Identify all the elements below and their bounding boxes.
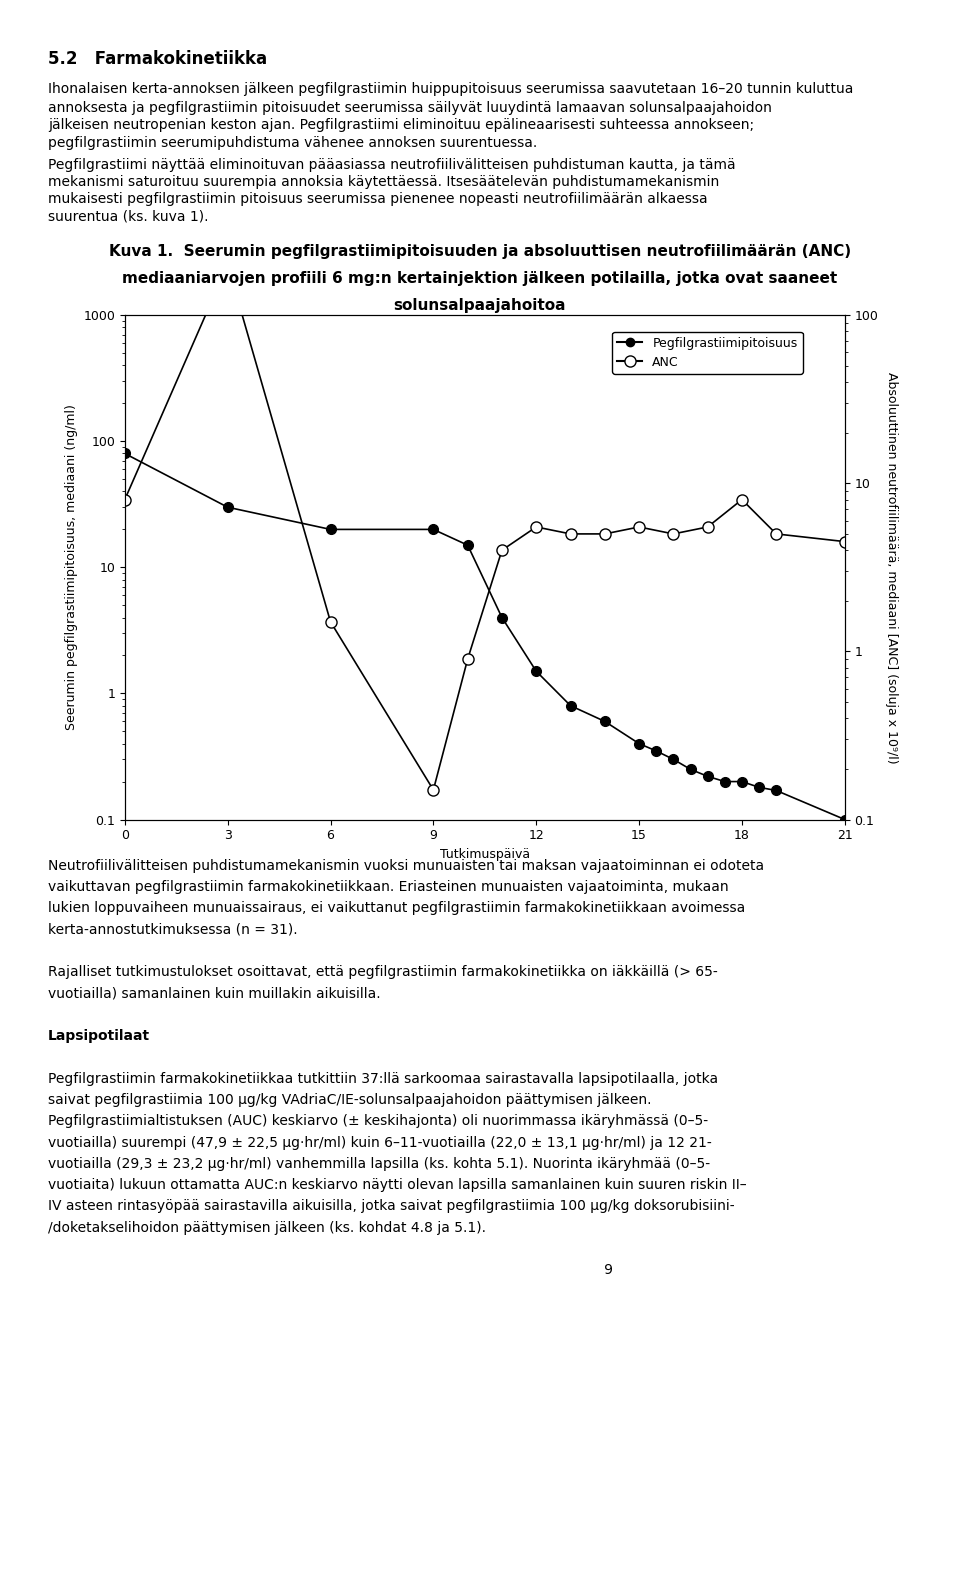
Pegfilgrastiimipitoisuus (531, 662, 542, 681)
Text: Ihonalaisen kerta-annoksen jälkeen pegfilgrastiimin huippupitoisuus seerumissa s: Ihonalaisen kerta-annoksen jälkeen pegfi… (48, 82, 853, 96)
Line: Pegfilgrastiimipitoisuus: Pegfilgrastiimipitoisuus (120, 449, 850, 824)
Text: vuotiailla (29,3 ± 23,2 μg·hr/ml) vanhemmilla lapsilla (ks. kohta 5.1). Nuorinta: vuotiailla (29,3 ± 23,2 μg·hr/ml) vanhem… (48, 1157, 710, 1171)
Pegfilgrastiimipitoisuus (702, 768, 713, 786)
Text: mukaisesti pegfilgrastiimin pitoisuus seerumissa pienenee nopeasti neutrofiilimä: mukaisesti pegfilgrastiimin pitoisuus se… (48, 192, 708, 206)
ANC (427, 780, 439, 799)
Pegfilgrastiimipitoisuus (684, 760, 696, 779)
Pegfilgrastiimipitoisuus (754, 779, 765, 797)
Pegfilgrastiimipitoisuus (462, 536, 473, 555)
Text: jälkeisen neutropenian keston ajan. Pegfilgrastiimi eliminoituu epälineaarisesti: jälkeisen neutropenian keston ajan. Pegf… (48, 118, 755, 132)
Pegfilgrastiimipitoisuus (736, 772, 748, 791)
Text: 5.2   Farmakokinetiikka: 5.2 Farmakokinetiikka (48, 50, 267, 68)
Pegfilgrastiimipitoisuus (324, 520, 336, 539)
Text: Pegfilgrastiimialtistuksen (AUC) keskiarvo (± keskihajonta) oli nuorimmassa ikär: Pegfilgrastiimialtistuksen (AUC) keskiar… (48, 1114, 708, 1128)
ANC (634, 517, 645, 536)
ANC (119, 490, 131, 509)
Pegfilgrastiimipitoisuus (496, 608, 508, 627)
Text: vuotiailla) samanlainen kuin muillakin aikuisilla.: vuotiailla) samanlainen kuin muillakin a… (48, 987, 380, 1001)
Pegfilgrastiimipitoisuus (222, 498, 233, 517)
ANC (839, 533, 851, 552)
ANC (599, 525, 611, 544)
Text: annoksesta ja pegfilgrastiimin pitoisuudet seerumissa säilyvät luuydintä lamaava: annoksesta ja pegfilgrastiimin pitoisuud… (48, 101, 772, 115)
ANC (462, 649, 473, 668)
Line: ANC: ANC (119, 258, 851, 796)
Text: Kuva 1.  Seerumin pegfilgrastiimipitoisuuden ja absoluuttisen neutrofiilimäärän : Kuva 1. Seerumin pegfilgrastiimipitoisuu… (108, 244, 852, 260)
Text: solunsalpaajahoitoa: solunsalpaajahoitoa (394, 298, 566, 314)
ANC (222, 255, 233, 274)
Text: lukien loppuvaiheen munuaissairaus, ei vaikuttanut pegfilgrastiimin farmakokinet: lukien loppuvaiheen munuaissairaus, ei v… (48, 901, 745, 916)
ANC (667, 525, 679, 544)
Text: /doketakselihoidon päättymisen jälkeen (ks. kohdat 4.8 ja 5.1).: /doketakselihoidon päättymisen jälkeen (… (48, 1220, 486, 1234)
X-axis label: Tutkimuspäivä: Tutkimuspäivä (440, 848, 530, 860)
Text: mediaaniarvojen profiili 6 mg:n kertainjektion jälkeen potilailla, jotka ovat sa: mediaaniarvojen profiili 6 mg:n kertainj… (122, 271, 838, 287)
Pegfilgrastiimipitoisuus (427, 520, 439, 539)
Text: IV asteen rintasyöpää sairastavilla aikuisilla, jotka saivat pegfilgrastiimia 10: IV asteen rintasyöpää sairastavilla aiku… (48, 1199, 734, 1214)
Text: saivat pegfilgrastiimia 100 μg/kg VAdriaC/IE-solunsalpaajahoidon päättymisen jäl: saivat pegfilgrastiimia 100 μg/kg VAdria… (48, 1094, 652, 1106)
Pegfilgrastiimipitoisuus (564, 697, 576, 716)
ANC (771, 525, 782, 544)
Legend: Pegfilgrastiimipitoisuus, ANC: Pegfilgrastiimipitoisuus, ANC (612, 331, 803, 374)
Y-axis label: Seerumin pegfilgrastiimipitoisuus, mediaani (ng/ml): Seerumin pegfilgrastiimipitoisuus, media… (64, 405, 78, 730)
Text: Lapsipotilaat: Lapsipotilaat (48, 1029, 150, 1043)
ANC (324, 613, 336, 632)
Pegfilgrastiimipitoisuus (599, 712, 611, 731)
Text: Pegfilgrastiimin farmakokinetiikkaa tutkittiin 37:llä sarkoomaa sairastavalla la: Pegfilgrastiimin farmakokinetiikkaa tutk… (48, 1072, 718, 1086)
Pegfilgrastiimipitoisuus (771, 782, 782, 801)
Text: suurentua (ks. kuva 1).: suurentua (ks. kuva 1). (48, 210, 208, 224)
Text: Neutrofiilivälitteisen puhdistumamekanismin vuoksi munuaisten tai maksan vajaato: Neutrofiilivälitteisen puhdistumamekanis… (48, 859, 764, 873)
Text: mekanismi saturoituu suurempia annoksia käytettäessä. Itsesäätelevän puhdistumam: mekanismi saturoituu suurempia annoksia … (48, 175, 719, 189)
Text: vuotiaita) lukuun ottamatta AUC:n keskiarvo näytti olevan lapsilla samanlainen k: vuotiaita) lukuun ottamatta AUC:n keskia… (48, 1177, 747, 1191)
ANC (736, 490, 748, 509)
Y-axis label: Absoluuttinen neutrofiilimäärä, mediaani [ANC] (soluja x 10⁹/l): Absoluuttinen neutrofiilimäärä, mediaani… (885, 372, 898, 763)
Text: Rajalliset tutkimustulokset osoittavat, että pegfilgrastiimin farmakokinetiikka : Rajalliset tutkimustulokset osoittavat, … (48, 965, 718, 979)
ANC (564, 525, 576, 544)
ANC (702, 517, 713, 536)
Pegfilgrastiimipitoisuus (634, 734, 645, 753)
Text: vuotiailla) suurempi (47,9 ± 22,5 μg·hr/ml) kuin 6–11-vuotiailla (22,0 ± 13,1 μg: vuotiailla) suurempi (47,9 ± 22,5 μg·hr/… (48, 1135, 711, 1149)
Pegfilgrastiimipitoisuus (119, 444, 131, 463)
Text: pegfilgrastiimin seerumipuhdistuma vähenee annoksen suurentuessa.: pegfilgrastiimin seerumipuhdistuma vähen… (48, 136, 538, 150)
ANC (531, 517, 542, 536)
Pegfilgrastiimipitoisuus (667, 750, 679, 769)
Pegfilgrastiimipitoisuus (719, 772, 731, 791)
Text: kerta-annostutkimuksessa (n = 31).: kerta-annostutkimuksessa (n = 31). (48, 922, 298, 936)
Text: 9: 9 (347, 1264, 613, 1277)
Text: vaikuttavan pegfilgrastiimin farmakokinetiikkaan. Eriasteinen munuaisten vajaato: vaikuttavan pegfilgrastiimin farmakokine… (48, 879, 729, 894)
Pegfilgrastiimipitoisuus (839, 810, 851, 829)
Text: Pegfilgrastiimi näyttää eliminoituvan pääasiassa neutrofiilivälitteisen puhdistu: Pegfilgrastiimi näyttää eliminoituvan pä… (48, 158, 735, 172)
Pegfilgrastiimipitoisuus (651, 741, 662, 760)
ANC (496, 541, 508, 559)
